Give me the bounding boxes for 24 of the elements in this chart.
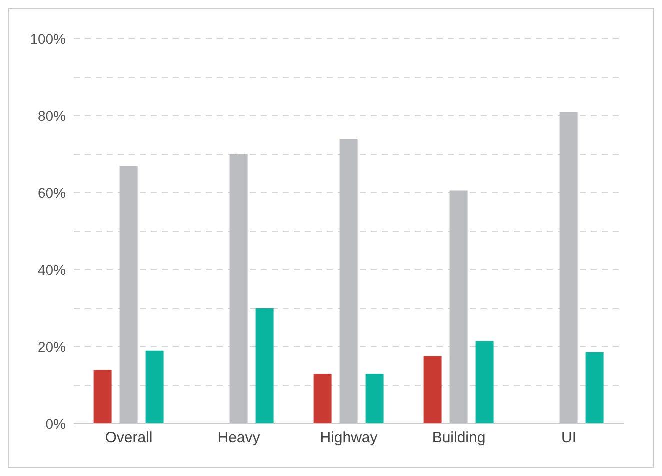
x-tick-label: Overall: [105, 430, 153, 447]
bar: [424, 356, 442, 424]
y-tick-label: 40%: [38, 262, 66, 278]
bar: [450, 190, 468, 424]
bar: [94, 370, 112, 424]
bar: [476, 341, 494, 424]
x-tick-label: Building: [432, 430, 486, 447]
bar: [366, 374, 384, 424]
x-tick-label: Highway: [320, 430, 378, 447]
x-tick-label: Heavy: [218, 430, 261, 447]
x-tick-label: UI: [562, 430, 576, 447]
y-tick-label: 80%: [38, 108, 66, 124]
bar: [230, 154, 248, 424]
bar: [314, 374, 332, 424]
y-tick-label: 0%: [46, 416, 66, 432]
bar: [340, 139, 358, 424]
bar: [256, 308, 274, 424]
y-tick-label: 60%: [38, 184, 66, 201]
bar: [586, 352, 604, 424]
bar: [146, 350, 164, 424]
bar: [120, 166, 138, 424]
y-tick-label: 20%: [38, 338, 66, 355]
y-tick-label: 100%: [30, 30, 66, 47]
bar: [560, 112, 578, 424]
